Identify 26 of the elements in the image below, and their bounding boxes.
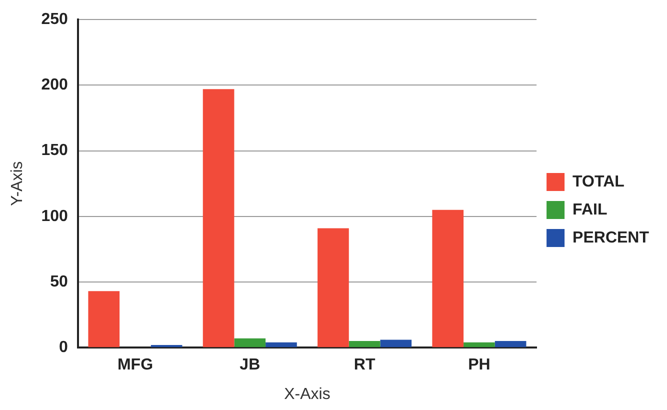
- y-tick-label: 100: [41, 208, 68, 225]
- y-tick-label: 200: [41, 76, 68, 94]
- legend-label: FAIL: [572, 201, 608, 218]
- legend-label: PERCENT: [572, 229, 650, 246]
- bar: [432, 210, 464, 348]
- bar: [150, 344, 182, 348]
- y-tick-label: 0: [58, 339, 68, 356]
- x-axis-title: X-Axis: [284, 386, 330, 403]
- x-tick-label: RT: [354, 356, 376, 374]
- y-tick-label: 50: [50, 273, 68, 290]
- y-axis-title: Y-Axis: [9, 161, 26, 206]
- x-tick-label: PH: [468, 356, 490, 374]
- legend-label: TOTAL: [572, 173, 625, 190]
- bar: [234, 338, 266, 348]
- y-tick-label: 250: [41, 11, 68, 28]
- bar: [88, 291, 120, 348]
- bar: [380, 340, 412, 348]
- bar: [494, 341, 526, 348]
- x-tick-label: MFG: [117, 356, 153, 374]
- bar: [348, 341, 380, 348]
- bar: [202, 89, 234, 348]
- bar: [266, 342, 297, 348]
- x-tick-label: JB: [240, 356, 260, 374]
- y-tick-label: 150: [41, 142, 68, 160]
- bar: [464, 342, 495, 348]
- bar: [318, 228, 349, 348]
